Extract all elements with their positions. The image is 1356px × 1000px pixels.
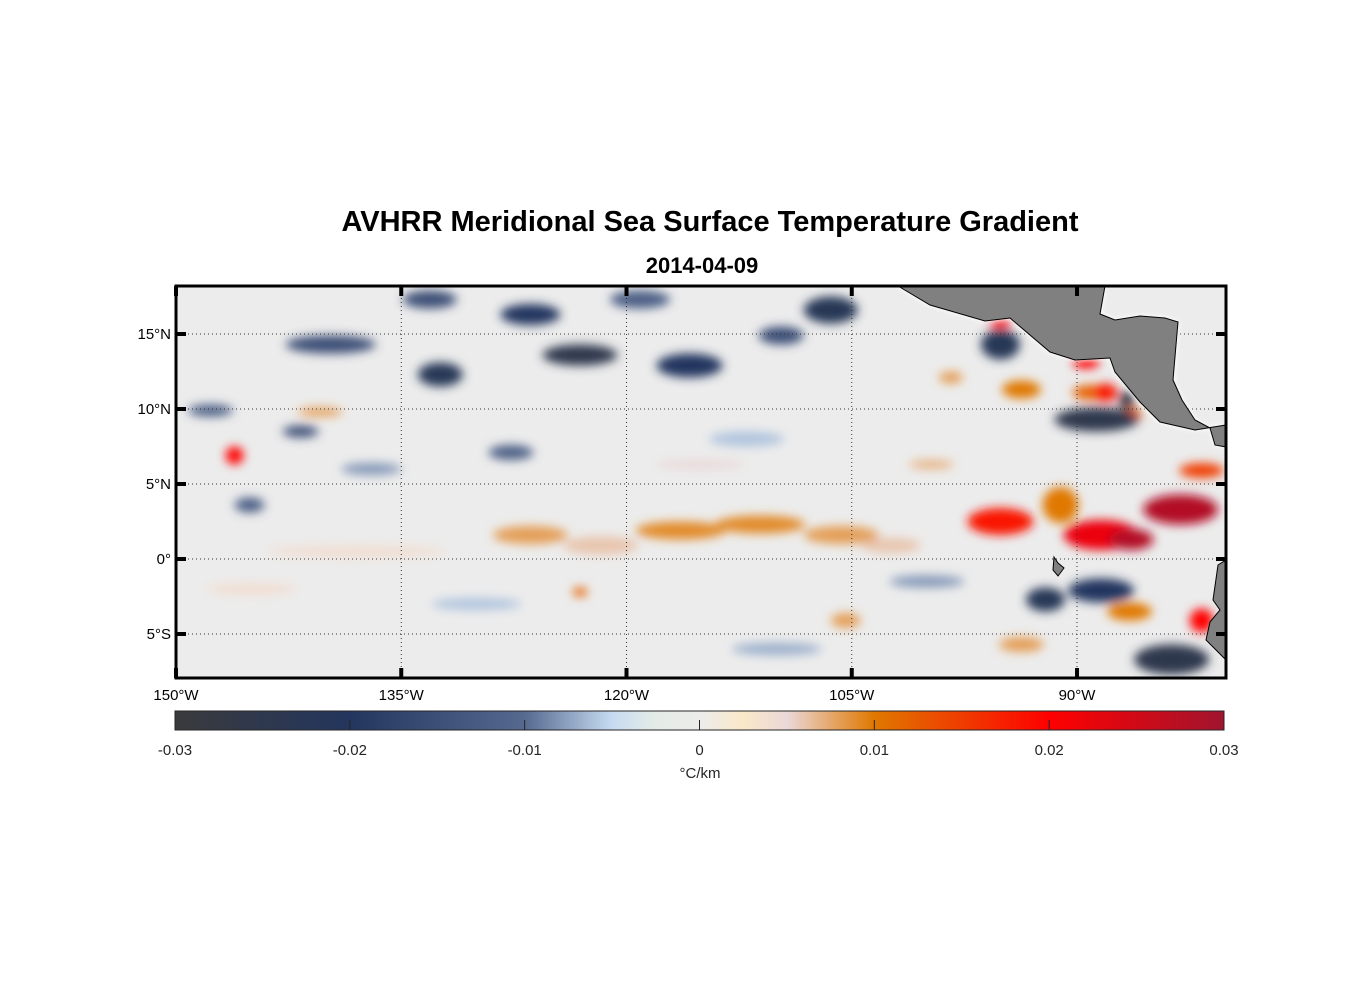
field-feature: [1093, 383, 1118, 402]
field-feature: [266, 545, 447, 558]
field-feature: [860, 538, 921, 553]
y-axis-labels: 15°N 10°N 5°N 0° 5°S: [137, 326, 171, 643]
field-feature: [431, 598, 522, 610]
field-feature: [715, 515, 806, 534]
galapagos-land: [1052, 555, 1065, 577]
field-feature: [1025, 587, 1065, 612]
gridlines: [176, 286, 1226, 678]
y-tick-label: 15°N: [137, 326, 171, 343]
field-feature: [803, 296, 858, 324]
field-feature: [488, 445, 534, 460]
gradient-field: [188, 290, 1225, 675]
axis-ticks: [174, 286, 1226, 678]
field-feature: [1068, 578, 1135, 603]
colorbar-tick-label: 0.02: [1035, 742, 1064, 759]
field-feature: [1179, 463, 1225, 478]
field-feature: [889, 575, 965, 588]
field-feature: [225, 446, 244, 465]
field-feature: [206, 583, 297, 595]
field-feature: [402, 290, 457, 309]
field-feature: [1108, 529, 1154, 550]
chart-title: AVHRR Meridional Sea Surface Temperature…: [341, 206, 1079, 238]
x-tick-label: 150°W: [153, 687, 199, 704]
field-feature: [908, 460, 954, 469]
y-tick-label: 10°N: [137, 401, 171, 418]
colorbar-tick-label: -0.01: [508, 742, 542, 759]
field-feature: [297, 407, 343, 417]
field-feature: [980, 329, 1020, 360]
field-feature: [1189, 608, 1214, 633]
field-feature: [655, 460, 746, 469]
central-america-land: [897, 286, 1226, 448]
field-feature: [1134, 644, 1210, 675]
field-feature: [572, 587, 588, 597]
field-feature: [417, 362, 463, 387]
y-tick-label: 0°: [157, 551, 171, 568]
colorbar-tick-label: -0.03: [158, 742, 192, 759]
field-feature: [492, 526, 568, 544]
field-feature: [341, 463, 402, 475]
field-feature: [285, 335, 376, 354]
x-tick-label: 120°W: [604, 687, 650, 704]
field-feature: [989, 319, 1011, 328]
field-feature: [1042, 487, 1079, 523]
colorbar-ticks: -0.03 -0.02 -0.01 0 0.01 0.02 0.03: [158, 720, 1239, 759]
field-feature: [542, 344, 618, 366]
field-feature: [610, 290, 671, 309]
field-feature: [1107, 602, 1153, 621]
field-feature: [1119, 391, 1135, 409]
y-tick-label: 5°S: [147, 626, 171, 643]
x-axis-labels: 150°W 135°W 120°W 105°W 90°W: [153, 687, 1096, 704]
field-feature: [967, 508, 1034, 535]
field-feature: [563, 536, 639, 555]
field-feature: [803, 526, 879, 544]
x-tick-label: 105°W: [829, 687, 875, 704]
field-feature: [938, 371, 963, 384]
field-feature: [709, 431, 785, 447]
field-feature: [998, 637, 1044, 652]
field-feature: [1054, 407, 1139, 432]
colorbar-tick-label: 0.01: [860, 742, 889, 759]
field-feature: [1001, 380, 1041, 399]
x-tick-label: 135°W: [379, 687, 425, 704]
field-feature: [234, 497, 265, 513]
field-feature: [188, 404, 234, 417]
field-feature: [758, 326, 804, 345]
field-feature: [1143, 494, 1219, 525]
field-feature: [500, 304, 561, 325]
field-feature: [656, 353, 723, 378]
colorbar-label: °C/km: [680, 765, 721, 782]
colorbar-tick-label: 0: [695, 742, 703, 759]
field-feature: [635, 521, 726, 540]
field-feature: [282, 425, 319, 438]
chart-subtitle: 2014-04-09: [645, 253, 759, 278]
y-tick-label: 5°N: [146, 476, 171, 493]
field-feature: [731, 643, 822, 655]
colorbar: -0.03 -0.02 -0.01 0 0.01 0.02 0.03 °C/km: [158, 710, 1239, 782]
x-tick-label: 90°W: [1059, 687, 1097, 704]
colorbar-tick-label: -0.02: [333, 742, 367, 759]
field-feature: [830, 613, 861, 628]
colorbar-tick-label: 0.03: [1209, 742, 1238, 759]
map-area: [176, 286, 1226, 678]
